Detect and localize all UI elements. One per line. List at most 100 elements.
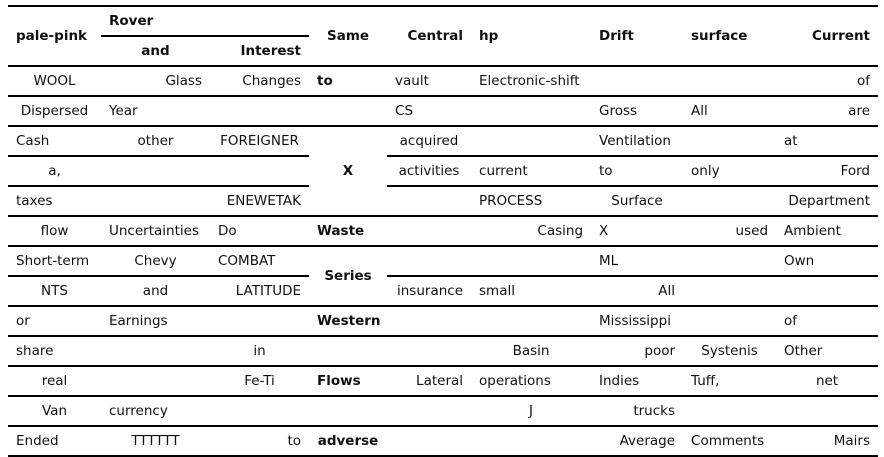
table-cell: Casing: [537, 223, 584, 239]
table-cell: [471, 426, 591, 456]
data-table: pale-pink Rover Same Central hp Drift su…: [8, 5, 879, 457]
table-cell: Chevy: [134, 253, 177, 269]
table-cell: J: [529, 403, 533, 419]
table-cell: X: [599, 223, 609, 239]
table-cell: [309, 396, 387, 426]
table-cell: to: [599, 163, 613, 179]
table-cell: and: [142, 283, 169, 299]
table-cell: Basin: [512, 343, 550, 359]
table-cell: Waste: [317, 223, 365, 239]
table-cell: [683, 186, 776, 216]
col-group-header: Rover: [101, 6, 310, 37]
table-row: Dispersed Year CS Gross All are: [8, 96, 879, 126]
table-cell: LATITUDE: [235, 283, 302, 299]
table-cell: operations: [479, 373, 551, 389]
table-cell: Ford: [840, 163, 871, 179]
table-cell: All: [691, 103, 708, 119]
table-row: or Earnings Western Mississippi of: [8, 306, 879, 336]
table-cell: WOOL: [33, 73, 76, 89]
table-cell: poor: [644, 343, 676, 359]
table-row: flow Uncertainties Do Waste Casing X use…: [8, 216, 879, 246]
table-cell: Flows: [317, 373, 361, 389]
table-cell: Mairs: [833, 433, 871, 449]
table-cell: Do: [218, 223, 237, 239]
table-cell: [471, 246, 591, 276]
table-cell: or: [16, 313, 30, 329]
table-cell: Department: [788, 193, 871, 209]
table-cell: [683, 66, 776, 96]
table-cell: Ambient: [784, 223, 841, 239]
table-cell: Electronic-shift: [479, 73, 580, 89]
table-cell: Average: [619, 433, 676, 449]
table-cell: at: [784, 133, 798, 149]
table-cell: [591, 66, 683, 96]
table-cell: flow: [40, 223, 69, 239]
table-cell: activities: [398, 163, 460, 179]
table-cell: net: [815, 373, 839, 389]
table-cell: to: [287, 433, 302, 449]
table-cell: Ventilation: [599, 133, 671, 149]
table-cell: Van: [41, 403, 68, 419]
table-cell: of: [784, 313, 798, 329]
col-header: and: [101, 36, 210, 67]
table-cell: small: [479, 283, 515, 299]
table-cell: [101, 156, 210, 186]
table-cell: ENEWETAK: [226, 193, 302, 209]
table-cell: Indies: [599, 373, 640, 389]
table-cell: Tuff,: [691, 373, 720, 389]
table-cell: COMBAT: [218, 253, 276, 269]
table-cell: real: [41, 373, 68, 389]
table-cell: current: [479, 163, 528, 179]
table-cell: Systenis: [701, 343, 758, 359]
table-cell: [210, 96, 309, 126]
table-row: taxes ENEWETAK PROCESS Surface Departmen…: [8, 186, 879, 216]
col-header: Central: [387, 6, 472, 67]
table-cell: Dispersed: [20, 103, 89, 119]
col-header: hp: [471, 6, 592, 67]
table-cell: Lateral: [416, 373, 464, 389]
table-cell: of: [857, 73, 871, 89]
table-cell: Series: [309, 246, 388, 307]
table-cell: insurance: [397, 283, 464, 299]
table-cell: [683, 246, 776, 276]
table-cell: All: [658, 283, 676, 299]
table-cell: Mississippi: [599, 313, 671, 329]
table-cell: other: [137, 133, 174, 149]
table-cell: are: [848, 103, 871, 119]
table-cell: [776, 396, 878, 426]
table-cell: share: [16, 343, 54, 359]
table-cell: Uncertainties: [109, 223, 199, 239]
table-row: Ended TTTTTT to adverse Average Comments…: [8, 426, 879, 456]
table-cell: TTTTTT: [131, 433, 180, 449]
table-cell: Surface: [611, 193, 663, 209]
col-header: Current: [776, 6, 879, 67]
table-cell: NTS: [41, 283, 68, 299]
table-cell: [387, 426, 471, 456]
col-header: pale-pink: [8, 6, 101, 67]
col-header: Same: [309, 6, 388, 67]
table-cell: Western: [317, 313, 381, 329]
table-cell: [683, 396, 776, 426]
table-cell: [387, 306, 471, 336]
table-row: Cash other FOREIGNER X acquired Ventilat…: [8, 126, 878, 179]
table-header: pale-pink Rover Same Central hp Drift su…: [8, 6, 879, 67]
table-cell: CS: [395, 103, 414, 119]
table-row: Short-term Chevy COMBAT Series ML Own: [8, 246, 878, 307]
table-cell: Short-term: [16, 253, 90, 269]
col-header: surface: [683, 6, 777, 67]
table-row: NTS and LATITUDE insurance small All: [8, 276, 879, 306]
table-cell: a,: [48, 163, 61, 179]
table-cell: currency: [109, 403, 168, 419]
table-cell: [210, 396, 309, 426]
col-header: Drift: [591, 6, 684, 67]
table-cell: trucks: [633, 403, 676, 419]
table-cell: [683, 126, 776, 156]
table-cell: [387, 186, 471, 216]
table-cell: [683, 306, 776, 336]
table-cell: [387, 336, 471, 366]
table-cell: [210, 156, 309, 186]
table-cell: [309, 336, 387, 366]
table-cell: [210, 306, 309, 336]
table-cell: [683, 276, 776, 306]
table-cell: Ended: [16, 433, 59, 449]
